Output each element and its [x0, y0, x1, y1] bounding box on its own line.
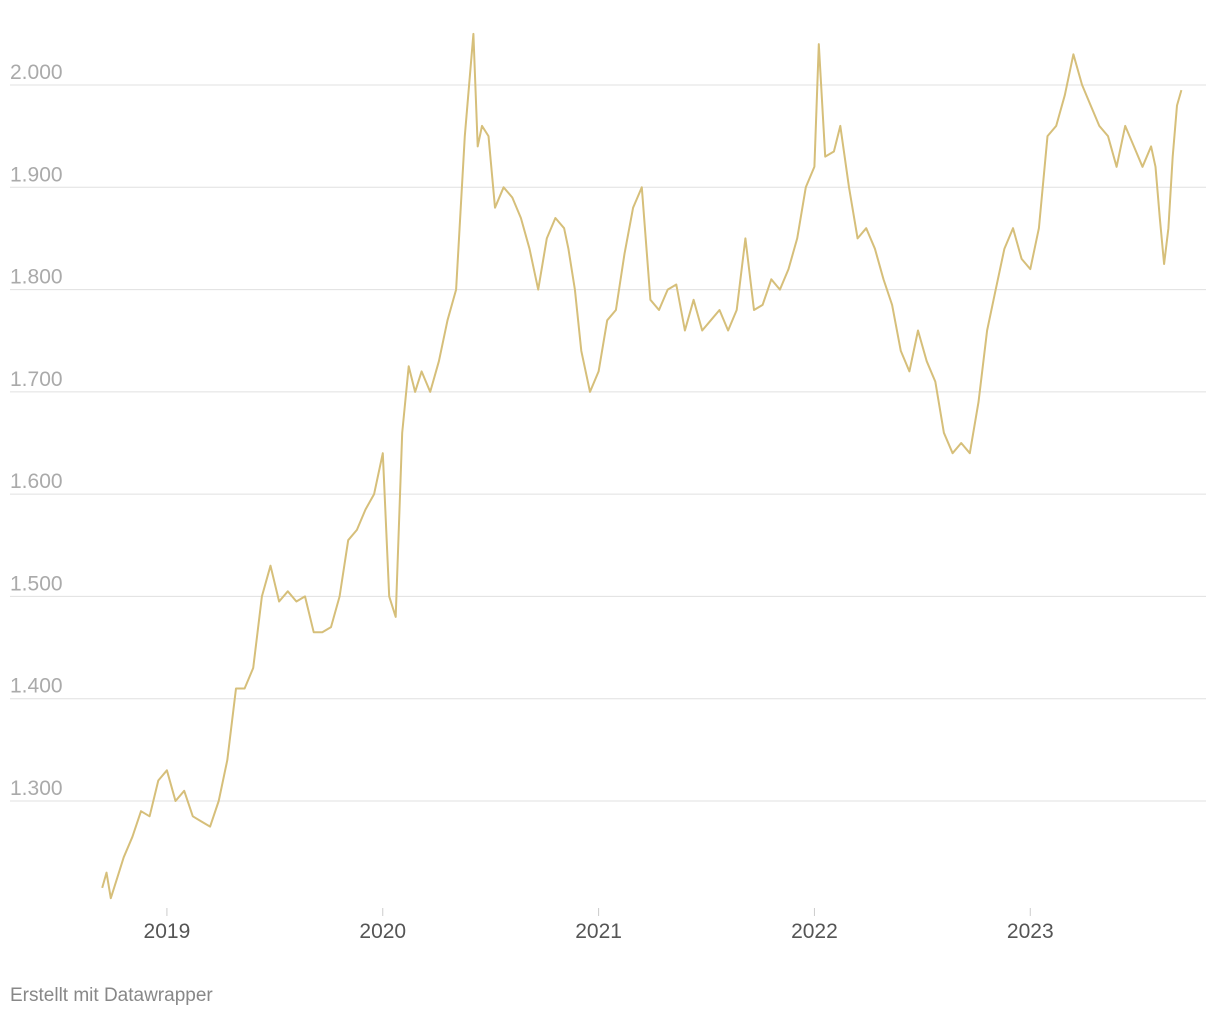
y-tick-label: 1.400 — [10, 675, 63, 698]
series-line — [101, 32, 1183, 900]
chart-credit: Erstellt mit Datawrapper — [10, 985, 213, 1006]
y-tick-label: 1.500 — [10, 572, 63, 595]
y-tick-label: 1.300 — [10, 777, 63, 800]
y-tick-label: 1.700 — [10, 368, 63, 391]
gridlines — [10, 84, 1206, 802]
y-tick-label: 1.600 — [10, 470, 63, 493]
series-layer — [101, 32, 1183, 900]
line-chart: 1.300 1.400 1.500 1.600 1.700 1.800 1.900 2.000… — [10, 32, 1206, 943]
y-axis: 1.300 1.400 1.500 1.600 1.700 1.800 1.900 2.000 — [10, 61, 63, 800]
x-tick-label: 2020 — [359, 920, 406, 943]
y-tick-label: 1.900 — [10, 163, 63, 186]
x-tick-label: 2019 — [144, 920, 191, 943]
y-tick-label: 2.000 — [10, 61, 63, 84]
x-axis: 2019 2020 2021 2022 2023 — [144, 908, 1054, 943]
y-tick-label: 1.800 — [10, 266, 63, 289]
x-tick-label: 2022 — [791, 920, 838, 943]
x-tick-label: 2023 — [1007, 920, 1054, 943]
x-tick-label: 2021 — [575, 920, 622, 943]
